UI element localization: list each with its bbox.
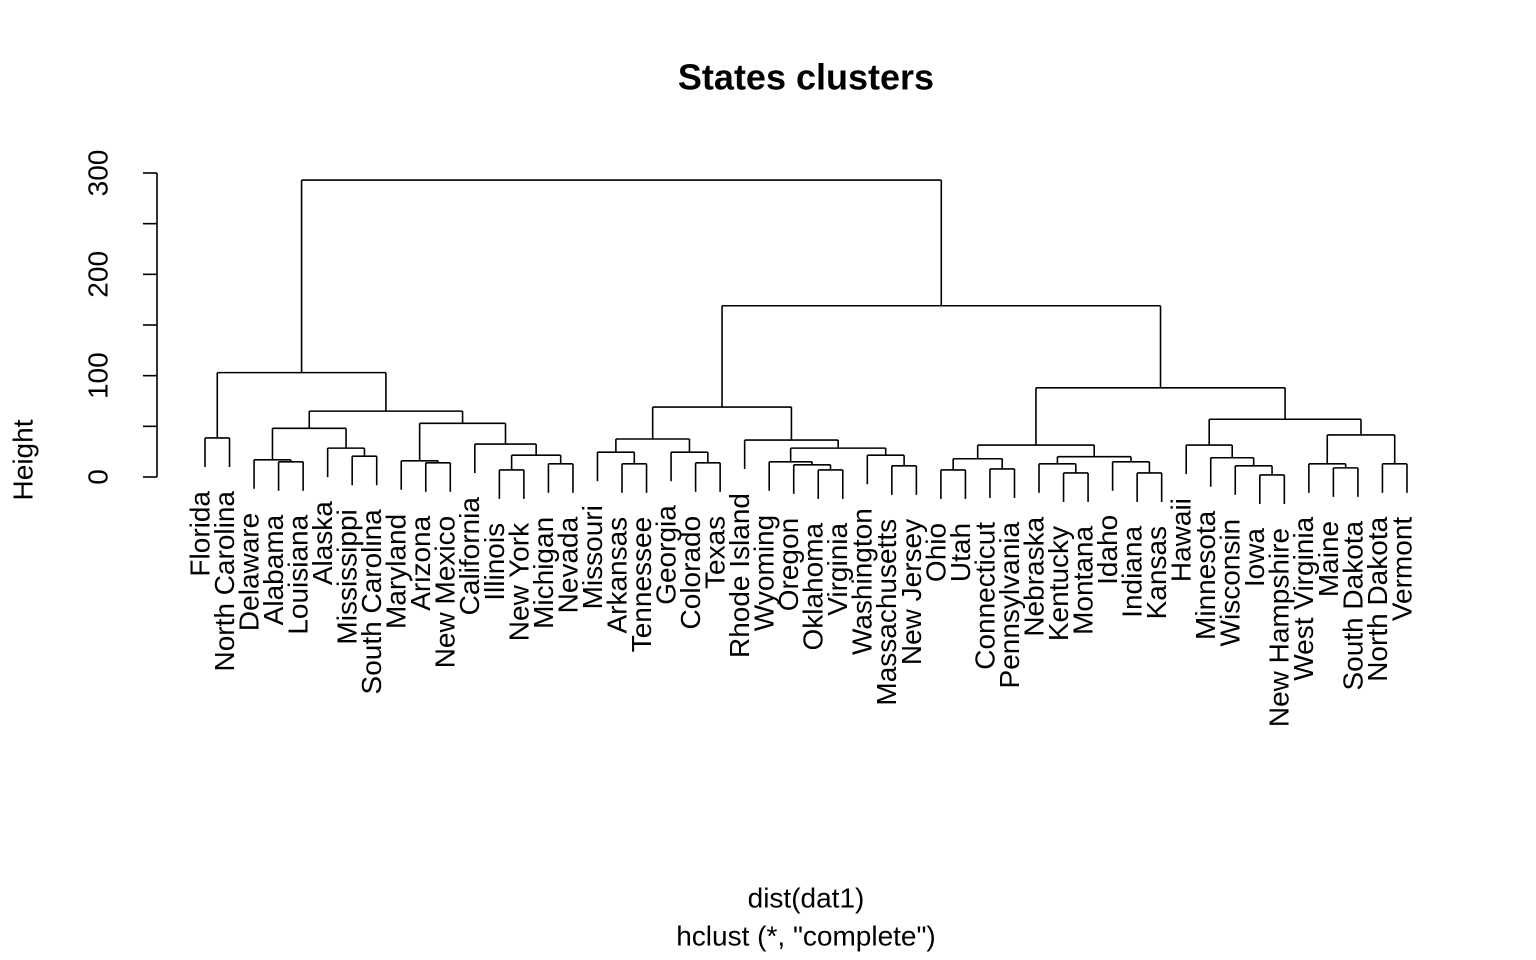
leaf-label: Massachusetts [871,519,902,706]
leaf-label: New Mexico [430,516,461,668]
y-tick-label: 0 [82,469,113,485]
leaf-label: Mississippi [332,509,363,644]
leaf-label: Washington [847,508,878,655]
leaf-label: Alaska [307,501,338,585]
leaf-label: Pennsylvania [994,521,1025,688]
leaf-label: Kansas [1141,526,1172,619]
leaf-label: Wisconsin [1215,519,1246,647]
leaf-label: Minnesota [1190,510,1221,640]
leaf-label: Idaho [1092,515,1123,585]
leaf-label: Colorado [675,516,706,630]
leaf-label: Nebraska [1018,516,1049,636]
leaf-label: Florida [184,491,215,577]
y-tick-label: 300 [82,150,113,197]
leaf-label: West Virginia [1288,516,1319,680]
leaf-label: California [454,497,485,616]
leaf-label: Hawaii [1166,498,1197,582]
leaf-label: South Carolina [356,509,387,695]
leaf-label: North Carolina [209,491,240,672]
leaf-label: Oregon [773,518,804,611]
leaf-label: Delaware [233,513,264,631]
leaf-label: Texas [700,516,731,589]
leaf-label: Georgia [650,505,681,605]
leaf-label: Oklahoma [798,522,829,650]
leaf-label: Iowa [1239,528,1270,588]
y-axis-label: Height [7,419,38,500]
leaf-label: Utah [945,523,976,582]
leaf-label: Maine [1313,521,1344,597]
chart-title: States clusters [678,57,934,98]
leaf-label: South Dakota [1337,520,1368,690]
leaf-label: Tennessee [626,517,657,652]
leaf-label: Arkansas [601,517,632,634]
x-axis-label: dist(dat1) [748,882,865,913]
leaf-label: Michigan [528,517,559,629]
leaf-label: Virginia [822,522,853,615]
leaf-label: New York [503,522,534,641]
leaf-label: North Dakota [1362,516,1393,681]
leaf-label: Wyoming [749,515,780,631]
leaf-label: Nevada [552,516,583,613]
y-tick-label: 200 [82,251,113,298]
leaf-label: Illinois [479,523,510,601]
leaf-label: Rhode Island [724,493,755,658]
leaf-label: Louisiana [283,514,314,634]
y-tick-label: 100 [82,352,113,399]
leaf-label: New Jersey [896,519,927,665]
leaf-label: Alabama [258,514,289,625]
leaf-label: Ohio [920,523,951,582]
leaf-label: Montana [1067,526,1098,635]
leaf-label: New Hampshire [1264,528,1295,727]
leaf-label: Missouri [577,505,608,609]
leaf-label: Indiana [1117,526,1148,618]
leaf-label: Kentucky [1043,526,1074,641]
leaf-label: Maryland [381,514,412,629]
leaf-label: Arizona [405,515,436,610]
subtitle: hclust (*, "complete") [676,920,936,951]
leaf-label: Vermont [1386,517,1417,621]
leaf-label: Connecticut [969,522,1000,670]
